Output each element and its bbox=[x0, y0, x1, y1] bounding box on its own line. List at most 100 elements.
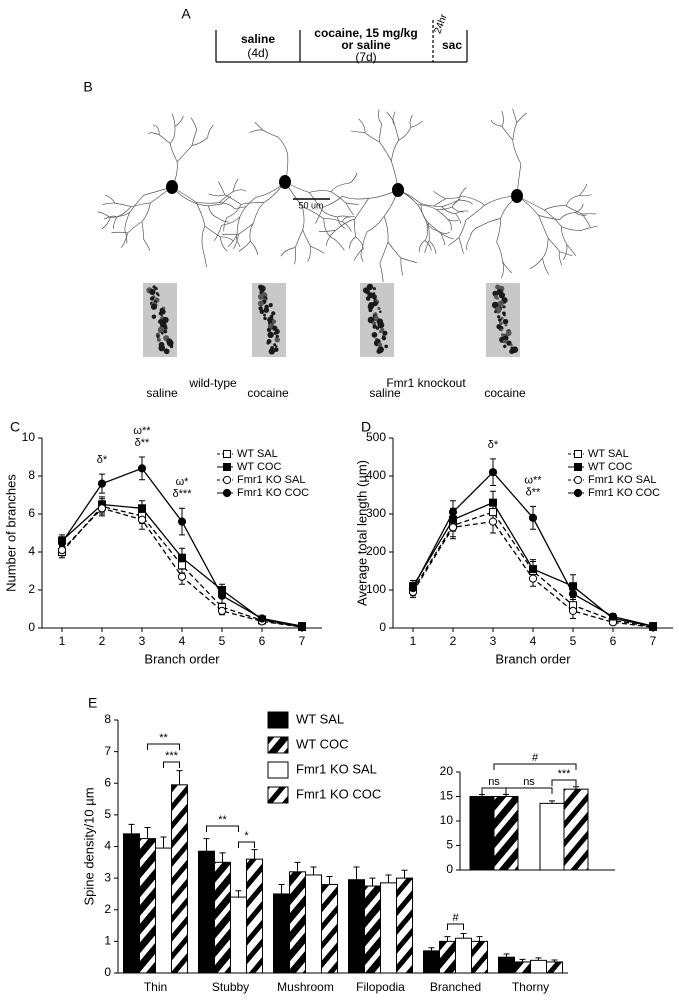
panel-label: C bbox=[10, 419, 20, 435]
bar bbox=[155, 847, 172, 974]
data-point bbox=[177, 572, 187, 581]
scale-bar-label: 50 um bbox=[298, 200, 323, 210]
condition-label: cocaine bbox=[484, 386, 526, 400]
data-point bbox=[568, 589, 578, 598]
y-tick-label: 300 bbox=[366, 506, 386, 520]
bar bbox=[214, 861, 231, 974]
significance-label: ns bbox=[523, 776, 535, 788]
error-bar bbox=[310, 866, 317, 875]
data-point bbox=[177, 517, 187, 526]
error-bar bbox=[369, 877, 376, 887]
bar bbox=[471, 940, 488, 974]
annotation: δ** bbox=[526, 486, 541, 498]
significance-label: # bbox=[452, 912, 459, 924]
significance-label: * bbox=[244, 830, 249, 842]
legend-label: Fmr1 KO COC bbox=[296, 786, 381, 801]
annotation: δ* bbox=[97, 454, 108, 466]
y-tick-label: 200 bbox=[366, 544, 386, 558]
bar bbox=[348, 879, 365, 974]
x-tick-label: 1 bbox=[59, 634, 66, 648]
error-bar bbox=[444, 936, 451, 942]
error-bar bbox=[278, 883, 285, 894]
error-bar bbox=[219, 852, 226, 863]
group-label: Fmr1 knockout bbox=[386, 376, 466, 390]
data-point bbox=[137, 515, 147, 524]
data-point bbox=[257, 614, 267, 623]
data-point bbox=[217, 591, 227, 600]
legend-swatch bbox=[267, 711, 289, 729]
y-axis-label: Number of branches bbox=[3, 474, 18, 592]
significance-bracket bbox=[505, 787, 553, 794]
y-tick-label: 0 bbox=[379, 620, 386, 634]
error-bar bbox=[176, 770, 183, 785]
bar bbox=[321, 883, 338, 974]
data-point bbox=[297, 622, 307, 631]
x-tick-label: 4 bbox=[179, 634, 186, 648]
data-point bbox=[448, 523, 458, 532]
y-tick-label: 5 bbox=[446, 838, 453, 852]
error-bar bbox=[401, 869, 408, 879]
data-point bbox=[489, 508, 497, 517]
neuron-tracings bbox=[97, 108, 598, 283]
error-bar bbox=[460, 932, 467, 939]
data-point bbox=[137, 464, 147, 473]
legend-marker bbox=[574, 463, 582, 471]
legend-marker bbox=[223, 450, 231, 458]
condition-label: saline bbox=[146, 386, 178, 400]
data-point bbox=[57, 546, 67, 555]
y-tick-label: 4 bbox=[28, 544, 35, 558]
bar bbox=[198, 850, 215, 974]
significance-bracket bbox=[551, 779, 577, 786]
panel-label: B bbox=[83, 79, 92, 95]
bar bbox=[455, 937, 472, 974]
significance-bracket bbox=[147, 743, 180, 750]
y-tick-label: 6 bbox=[28, 506, 35, 520]
significance-label: # bbox=[532, 752, 539, 764]
legend-swatch bbox=[267, 786, 289, 804]
legend-swatch bbox=[267, 736, 289, 754]
bar bbox=[546, 961, 563, 974]
legend-marker bbox=[222, 488, 232, 498]
x-tick-label: 4 bbox=[530, 634, 537, 648]
y-tick-label: 10 bbox=[22, 430, 36, 444]
data-point bbox=[648, 622, 658, 631]
x-tick-label: Thin bbox=[144, 980, 167, 994]
bar bbox=[498, 956, 515, 974]
error-bar bbox=[294, 861, 301, 872]
legend-marker bbox=[573, 475, 583, 485]
phase-duration: (4d) bbox=[247, 46, 268, 60]
x-tick-label: 3 bbox=[139, 634, 146, 648]
group-label: wild-type bbox=[188, 376, 237, 390]
x-axis-label: Branch order bbox=[144, 651, 220, 666]
phase-name: or saline bbox=[341, 38, 391, 52]
legend-label: WT COC bbox=[237, 461, 281, 473]
bar bbox=[423, 950, 440, 974]
bar bbox=[305, 874, 322, 974]
bar bbox=[439, 940, 456, 974]
x-tick-label: Stubby bbox=[212, 980, 249, 994]
y-tick-label: 8 bbox=[104, 712, 111, 726]
condition-label: saline bbox=[369, 386, 401, 400]
y-tick-label: 10 bbox=[440, 813, 454, 827]
legend-label: WT COC bbox=[588, 461, 632, 473]
y-tick-label: 0 bbox=[104, 965, 111, 979]
y-tick-label: 0 bbox=[28, 620, 35, 634]
significance-bracket bbox=[447, 923, 464, 930]
error-bar bbox=[235, 890, 242, 898]
annotation: ω** bbox=[524, 474, 542, 486]
bar bbox=[493, 796, 519, 871]
bar bbox=[230, 896, 247, 974]
x-tick-label: 7 bbox=[299, 634, 306, 648]
data-point bbox=[138, 504, 146, 513]
error-bar bbox=[128, 823, 135, 834]
y-tick-label: 5 bbox=[104, 807, 111, 821]
bar bbox=[171, 784, 188, 974]
data-point bbox=[528, 513, 538, 522]
y-tick-label: 2 bbox=[28, 582, 35, 596]
y-tick-label: 400 bbox=[366, 468, 386, 482]
end-label: sac bbox=[442, 38, 462, 52]
y-tick-label: 0 bbox=[446, 862, 453, 876]
bar bbox=[563, 788, 589, 871]
bar bbox=[123, 833, 140, 974]
